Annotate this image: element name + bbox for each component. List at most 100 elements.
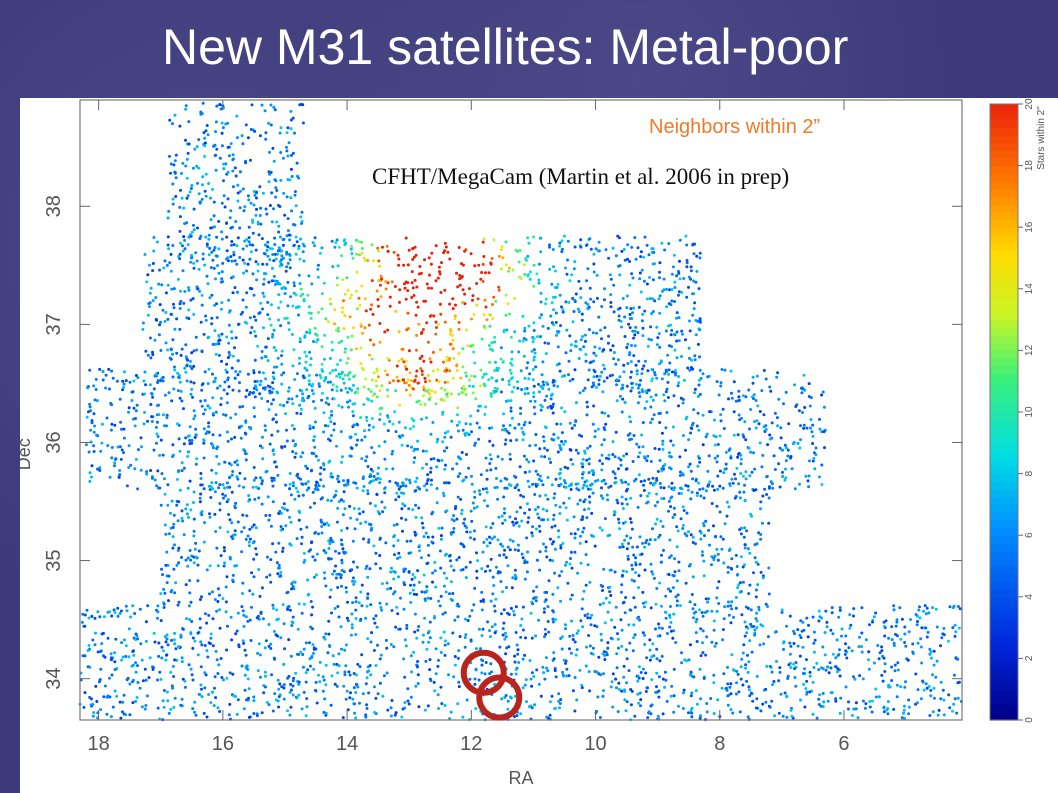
- colorbar-segment: [990, 496, 1018, 505]
- colorbar-tick-label: 12: [1024, 344, 1035, 356]
- colorbar-segment: [990, 635, 1018, 644]
- colorbar-segment: [990, 519, 1018, 529]
- colorbar-segment: [990, 258, 1018, 267]
- x-tick-label: 6: [838, 733, 849, 755]
- colorbar-segment: [990, 396, 1018, 405]
- y-tick-label: 36: [43, 431, 65, 453]
- colorbar-tick-label: 8: [1024, 470, 1035, 476]
- colorbar-segment: [990, 134, 1018, 144]
- colorbar-segment: [990, 404, 1018, 413]
- colorbar-segment: [990, 281, 1018, 290]
- colorbar-tick-label: 10: [1024, 406, 1035, 418]
- density-map-chart: 18 16 14 12 10 8 6 34 35 36 37 38 RA Dec 0 2 4 6 8 10 12 14 16…: [20, 98, 1047, 788]
- colorbar-segment: [990, 581, 1018, 590]
- colorbar-segment: [990, 696, 1018, 706]
- colorbar-segment: [990, 704, 1018, 713]
- colorbar-segment: [990, 196, 1018, 205]
- colorbar-segment: [990, 358, 1018, 367]
- colorbar-segment: [990, 666, 1018, 675]
- colorbar-segment: [990, 512, 1018, 521]
- colorbar-segment: [990, 157, 1018, 167]
- colorbar-segment: [990, 296, 1018, 305]
- colorbar-tick-label: 4: [1024, 594, 1035, 600]
- colorbar-segment: [990, 542, 1018, 552]
- colorbar-segment: [990, 566, 1018, 575]
- colorbar-segment: [990, 388, 1018, 398]
- y-axis-label: Dec: [20, 438, 34, 470]
- colorbar-segment: [990, 450, 1018, 459]
- colorbar-segment: [990, 327, 1018, 336]
- x-tick-label: 8: [714, 733, 725, 755]
- colorbar-segment: [990, 373, 1018, 382]
- plot-panel: 18 16 14 12 10 8 6 34 35 36 37 38 RA Dec 0 2 4 6 8 10 12 14 16…: [20, 98, 1058, 793]
- colorbar-segment: [990, 412, 1018, 421]
- colorbar-segment: [990, 535, 1018, 544]
- colorbar-tick-label: 18: [1024, 160, 1035, 172]
- colorbar-segment: [990, 365, 1018, 375]
- colorbar-segment: [990, 481, 1018, 490]
- colorbar-segment: [990, 127, 1018, 136]
- colorbar-segment: [990, 550, 1018, 559]
- y-tick-label: 38: [43, 195, 65, 217]
- colorbar-segment: [990, 658, 1018, 667]
- credit-annotation: CFHT/MegaCam (Martin et al. 2006 in prep…: [372, 164, 790, 189]
- slide-title: New M31 satellites: Metal-poor: [162, 19, 849, 75]
- x-tick-label: 12: [460, 733, 482, 755]
- colorbar-tick-label: 0: [1024, 717, 1035, 723]
- colorbar-segment: [990, 165, 1018, 174]
- y-tick-label: 37: [43, 313, 65, 335]
- colorbar-segment: [990, 204, 1018, 213]
- colorbar-segment: [990, 612, 1018, 621]
- colorbar-segment: [990, 427, 1018, 436]
- colorbar-segment: [990, 458, 1018, 467]
- colorbar-segment: [990, 119, 1018, 128]
- colorbar-segment: [990, 673, 1018, 683]
- colorbar-label: Stars within 2": [1036, 106, 1047, 170]
- colorbar-segment: [990, 181, 1018, 190]
- colorbar-segment: [990, 350, 1018, 359]
- colorbar-segment: [990, 627, 1018, 636]
- x-axis-label: RA: [508, 768, 533, 788]
- colorbar-segment: [990, 304, 1018, 313]
- colorbar-segment: [990, 643, 1018, 652]
- colorbar-segment: [990, 219, 1018, 228]
- colorbar-segment: [990, 288, 1018, 298]
- colorbar-segment: [990, 242, 1018, 251]
- colorbar-segment: [990, 111, 1018, 120]
- colorbar-segment: [990, 381, 1018, 390]
- colorbar-segment: [990, 527, 1018, 536]
- y-tick-label: 34: [43, 668, 65, 690]
- star-points: [78, 101, 963, 722]
- colorbar-segment: [990, 342, 1018, 351]
- x-tick-label: 16: [212, 733, 234, 755]
- satellite-highlight-circle: [476, 674, 523, 721]
- colorbar-segment: [990, 596, 1018, 606]
- colorbar-tick-label: 2: [1024, 655, 1035, 661]
- colorbar-segment: [990, 650, 1018, 659]
- colorbar-segment: [990, 573, 1018, 582]
- colorbar-tick-label: 20: [1024, 98, 1035, 110]
- colorbar-tick-label: 14: [1024, 283, 1035, 295]
- colorbar-segment: [990, 435, 1018, 444]
- y-tick-label: 35: [43, 549, 65, 571]
- colorbar-segment: [990, 234, 1018, 244]
- colorbar-segment: [990, 442, 1018, 452]
- colorbar-segment: [990, 489, 1018, 498]
- colorbar-segment: [990, 273, 1018, 282]
- colorbar-segment: [990, 311, 1018, 321]
- colorbar-segment: [990, 319, 1018, 328]
- colorbar-segment: [990, 712, 1018, 721]
- colorbar-segment: [990, 619, 1018, 629]
- colorbar-segment: [990, 265, 1018, 274]
- colorbar-segment: [990, 104, 1018, 113]
- x-tick-label: 14: [336, 733, 358, 755]
- satellite-highlight-circle: [460, 649, 507, 696]
- colorbar-tick-label: 16: [1024, 221, 1035, 233]
- colorbar-segment: [990, 335, 1018, 344]
- colorbar-segment: [990, 689, 1018, 698]
- colorbar-segment: [990, 211, 1018, 221]
- colorbar-segment: [990, 188, 1018, 197]
- colorbar-segment: [990, 150, 1018, 159]
- x-tick-label: 18: [88, 733, 110, 755]
- x-tick-label: 10: [584, 733, 606, 755]
